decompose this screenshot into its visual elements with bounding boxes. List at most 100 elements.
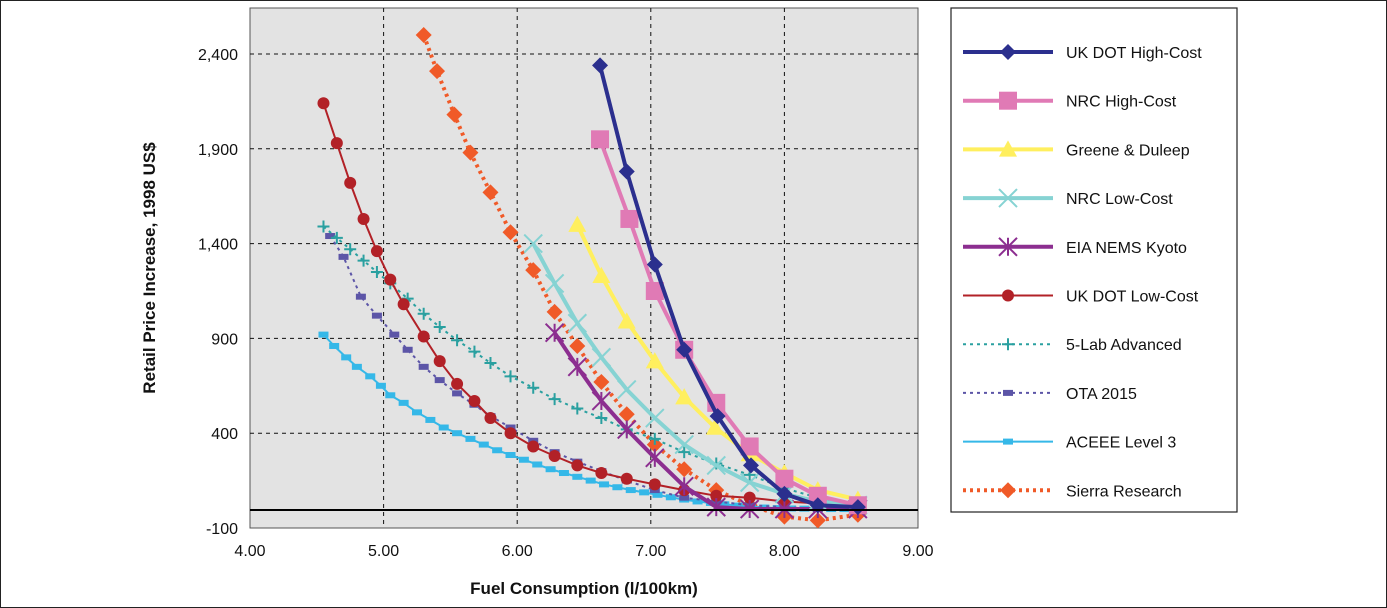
data-point xyxy=(433,321,446,334)
series-uk-dot-high-cost xyxy=(592,57,866,516)
data-point xyxy=(569,337,586,354)
data-point xyxy=(595,467,608,480)
series-layer xyxy=(317,27,868,528)
data-point xyxy=(484,357,497,370)
series-line xyxy=(421,34,859,523)
data-point xyxy=(365,373,376,380)
data-point xyxy=(451,334,464,347)
data-point xyxy=(417,330,430,343)
series-line xyxy=(575,223,859,502)
legend-item: UK DOT High-Cost xyxy=(963,44,1202,62)
data-point xyxy=(398,399,409,406)
data-point xyxy=(338,253,349,260)
data-point xyxy=(1003,438,1013,445)
y-tick-label: 400 xyxy=(211,426,238,443)
data-point xyxy=(402,346,413,353)
data-point xyxy=(468,394,481,407)
data-point xyxy=(370,245,383,258)
data-point xyxy=(371,312,382,319)
data-point xyxy=(527,381,540,394)
data-point xyxy=(546,303,563,320)
y-tick-label: 1,400 xyxy=(198,237,238,254)
data-point xyxy=(572,473,583,480)
data-point xyxy=(849,499,866,516)
data-point xyxy=(344,243,357,256)
data-point xyxy=(318,331,329,338)
data-point xyxy=(545,466,556,473)
data-point xyxy=(325,233,336,240)
data-point xyxy=(417,307,430,320)
data-point xyxy=(418,363,429,370)
data-point xyxy=(412,409,422,416)
data-point xyxy=(429,63,446,80)
data-point xyxy=(592,57,609,74)
data-point xyxy=(567,313,588,333)
data-point xyxy=(591,347,612,368)
data-point xyxy=(357,254,370,267)
data-point xyxy=(665,494,676,501)
data-point xyxy=(385,392,396,399)
data-point xyxy=(389,331,400,338)
data-point xyxy=(504,370,517,383)
data-point xyxy=(676,341,693,358)
data-point xyxy=(548,393,561,406)
data-point xyxy=(675,388,694,405)
data-point xyxy=(648,432,661,445)
data-point xyxy=(568,215,587,232)
data-point xyxy=(351,363,362,370)
data-point xyxy=(645,408,665,428)
legend-label: 5-Lab Advanced xyxy=(1066,337,1182,354)
data-point xyxy=(548,449,561,462)
x-tick-labels: 4.00 5.00 6.00 7.00 8.00 9.00 xyxy=(234,543,933,560)
data-point xyxy=(468,345,481,358)
data-point xyxy=(591,391,612,411)
data-point xyxy=(998,188,1018,208)
legend-label: Sierra Research xyxy=(1066,483,1182,500)
data-point xyxy=(617,312,636,329)
legend-label: UK DOT High-Cost xyxy=(1066,45,1202,62)
series-line xyxy=(329,235,858,510)
data-point xyxy=(678,446,691,459)
data-point xyxy=(739,472,760,493)
data-point xyxy=(679,494,690,501)
x-tick-label: 6.00 xyxy=(502,543,533,560)
data-point xyxy=(743,457,759,474)
legend: UK DOT High-Cost NRC High-Cost Greene & Du… xyxy=(963,44,1202,500)
legend-label: UK DOT Low-Cost xyxy=(1066,289,1199,306)
data-point xyxy=(567,357,588,377)
data-point xyxy=(1000,44,1016,60)
data-point xyxy=(1002,338,1014,351)
data-point xyxy=(706,455,726,476)
data-point xyxy=(999,91,1017,110)
data-point xyxy=(375,382,386,389)
data-point xyxy=(484,412,497,425)
data-point xyxy=(1000,482,1016,499)
data-point xyxy=(452,430,463,437)
data-point xyxy=(317,220,330,233)
data-point xyxy=(452,390,463,397)
data-point xyxy=(705,418,724,435)
data-point xyxy=(571,402,584,415)
data-point xyxy=(1003,389,1013,396)
data-point xyxy=(618,163,635,180)
data-point xyxy=(648,478,661,491)
data-point xyxy=(544,323,565,343)
data-point xyxy=(617,419,637,440)
legend-box xyxy=(950,7,1238,513)
data-point xyxy=(709,408,726,425)
data-point xyxy=(639,489,650,496)
series-sierra-research xyxy=(415,27,866,528)
legend-item: Sierra Research xyxy=(963,482,1182,500)
data-point xyxy=(775,469,794,488)
data-point xyxy=(446,106,463,123)
legend-item: NRC High-Cost xyxy=(963,91,1177,111)
data-point xyxy=(618,406,635,423)
x-axis-title: Fuel Consumption (l/100km) xyxy=(470,579,698,598)
y-tick-label: 900 xyxy=(211,331,238,348)
data-point xyxy=(505,452,516,459)
y-axis-title: Retail Price Increase, 1998 US$ xyxy=(140,142,159,394)
data-point xyxy=(558,470,569,477)
y-tick-labels: -100 400 900 1,400 1,900 2,400 xyxy=(198,47,238,538)
x-tick-label: 9.00 xyxy=(902,543,933,560)
